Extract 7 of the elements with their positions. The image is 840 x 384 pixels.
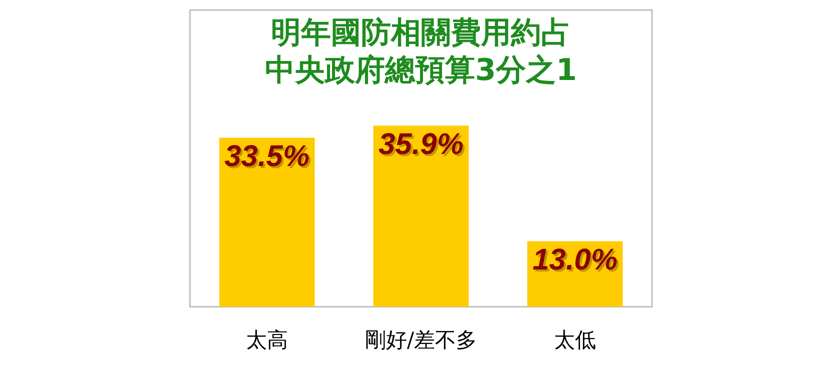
chart-title: 明年國防相關費用約占中央政府總預算3分之1 bbox=[265, 16, 577, 88]
x-tick-label: 剛好/差不多 bbox=[364, 328, 478, 352]
x-tick-label: 太低 bbox=[554, 328, 596, 352]
data-label: 33.5% bbox=[224, 140, 310, 174]
x-tick-label: 太高 bbox=[246, 328, 288, 352]
data-label: 35.9% bbox=[378, 128, 464, 161]
data-label: 13.0% bbox=[532, 243, 618, 276]
